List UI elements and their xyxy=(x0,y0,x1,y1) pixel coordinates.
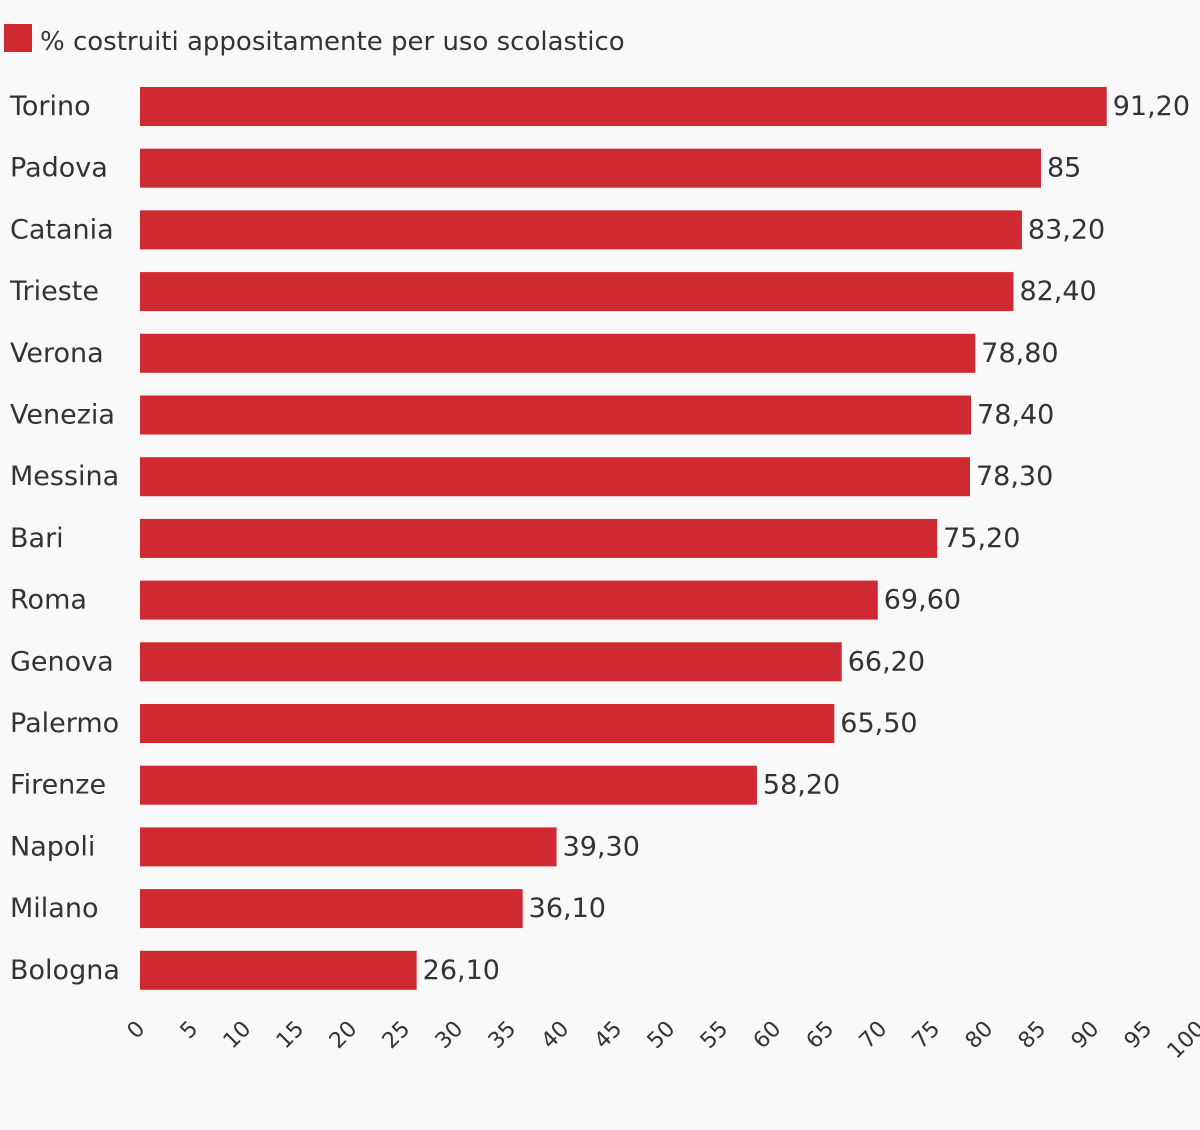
bar xyxy=(140,210,1022,250)
value-label: 66,20 xyxy=(848,646,925,677)
x-tick-label: 30 xyxy=(431,1017,468,1054)
value-label: 26,10 xyxy=(423,955,500,986)
x-tick-label: 45 xyxy=(590,1017,627,1054)
x-tick-label: 20 xyxy=(325,1017,362,1054)
value-label: 36,10 xyxy=(529,893,606,924)
value-label: 78,80 xyxy=(981,338,1058,369)
bar xyxy=(140,87,1107,126)
bar xyxy=(140,457,970,497)
x-tick-label: 50 xyxy=(643,1017,680,1054)
x-tick-label: 70 xyxy=(855,1017,892,1054)
x-tick-label: 90 xyxy=(1067,1017,1104,1054)
x-tick-label: 100 xyxy=(1163,1017,1200,1064)
value-label: 75,20 xyxy=(943,523,1020,554)
category-label: Genova xyxy=(10,646,114,677)
value-label: 78,40 xyxy=(977,400,1054,431)
category-label: Firenze xyxy=(10,770,106,801)
legend: % costruiti appositamente per uso scolas… xyxy=(4,24,625,57)
bar xyxy=(140,148,1041,188)
category-label: Palermo xyxy=(10,708,119,739)
bar xyxy=(140,518,938,558)
category-label: Bologna xyxy=(10,955,120,986)
category-label: Messina xyxy=(10,461,119,492)
x-tick-label: 85 xyxy=(1014,1017,1051,1054)
x-tick-label: 60 xyxy=(749,1017,786,1054)
category-label: Catania xyxy=(10,214,114,245)
bar xyxy=(140,333,976,373)
category-label: Padova xyxy=(10,153,108,184)
value-label: 82,40 xyxy=(1019,276,1096,307)
x-tick-label: 80 xyxy=(961,1017,998,1054)
value-label: 39,30 xyxy=(563,831,640,862)
x-tick-label: 75 xyxy=(908,1017,945,1054)
bar xyxy=(140,827,557,867)
category-label: Roma xyxy=(10,585,87,616)
bar xyxy=(140,889,523,929)
x-tick-label: 35 xyxy=(484,1017,521,1054)
value-label: 69,60 xyxy=(884,585,961,616)
x-tick-label: 40 xyxy=(537,1017,574,1054)
x-tick-label: 65 xyxy=(802,1017,839,1054)
value-label: 78,30 xyxy=(976,461,1053,492)
bar xyxy=(140,950,417,990)
category-label: Torino xyxy=(9,91,91,122)
bars xyxy=(140,87,1107,990)
x-tick-label: 0 xyxy=(123,1017,151,1045)
legend-swatch xyxy=(4,24,32,52)
bar xyxy=(140,765,757,805)
value-labels: 91,20 85 83,20 82,40 78,80 78,40 78,30 75,20 69,… xyxy=(423,91,1190,986)
category-label: Napoli xyxy=(10,831,95,862)
category-label: Verona xyxy=(10,338,104,369)
bar xyxy=(140,704,835,743)
category-label: Venezia xyxy=(10,400,115,431)
bar xyxy=(140,580,878,620)
value-label: 85 xyxy=(1047,153,1081,184)
x-tick-label: 55 xyxy=(696,1017,733,1054)
category-label: Milano xyxy=(10,893,98,924)
x-tick-label: 25 xyxy=(378,1017,415,1054)
legend-label: % costruiti appositamente per uso scolas… xyxy=(40,27,625,57)
x-tick-label: 10 xyxy=(219,1017,256,1054)
x-tick-label: 15 xyxy=(272,1017,309,1054)
bar xyxy=(140,272,1014,312)
category-label: Bari xyxy=(10,523,64,554)
x-tick-label: 5 xyxy=(176,1017,204,1045)
category-labels: Torino Padova Catania Trieste Verona Venezia M… xyxy=(9,91,120,986)
bar xyxy=(140,642,842,682)
category-label: Trieste xyxy=(9,276,99,307)
value-label: 58,20 xyxy=(763,770,840,801)
value-label: 83,20 xyxy=(1028,214,1105,245)
x-axis-ticks: 0 5 10 15 20 25 30 35 40 45 50 55 60 65 70 75 80 85 90 95 10… xyxy=(123,1017,1200,1064)
x-tick-label: 95 xyxy=(1120,1017,1157,1054)
bar xyxy=(140,395,972,435)
value-label: 65,50 xyxy=(840,708,917,739)
value-label: 91,20 xyxy=(1113,91,1190,122)
